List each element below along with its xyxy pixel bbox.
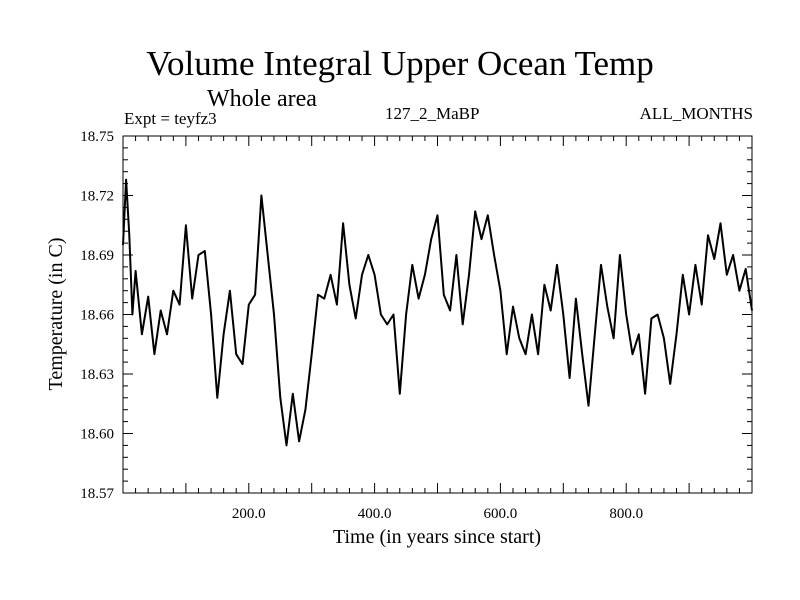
- y-axis-title: Temperature (in C): [45, 238, 67, 391]
- period-label: 127_2_MaBP: [385, 104, 480, 123]
- y-tick-label: 18.57: [80, 486, 114, 502]
- chart-title: Volume Integral Upper Ocean Temp: [146, 44, 654, 83]
- temperature-series-line: [122, 178, 753, 447]
- months-label: ALL_MONTHS: [639, 104, 753, 123]
- x-tick-label: 800.0: [609, 506, 643, 522]
- y-tick-label: 18.60: [80, 427, 114, 443]
- x-axis-title: Time (in years since start): [333, 526, 541, 548]
- y-tick-label: 18.63: [80, 367, 114, 383]
- x-tick-label: 600.0: [484, 506, 518, 522]
- y-tick-label: 18.69: [80, 248, 114, 264]
- x-tick-label: 200.0: [232, 506, 266, 522]
- experiment-label: Expt = teyfz3: [124, 109, 217, 128]
- x-tick-label: 400.0: [358, 506, 392, 522]
- chart-subtitle: Whole area: [207, 86, 317, 112]
- y-tick-label: 18.66: [80, 308, 114, 324]
- y-tick-label: 18.75: [80, 129, 114, 145]
- y-tick-label: 18.72: [80, 189, 114, 205]
